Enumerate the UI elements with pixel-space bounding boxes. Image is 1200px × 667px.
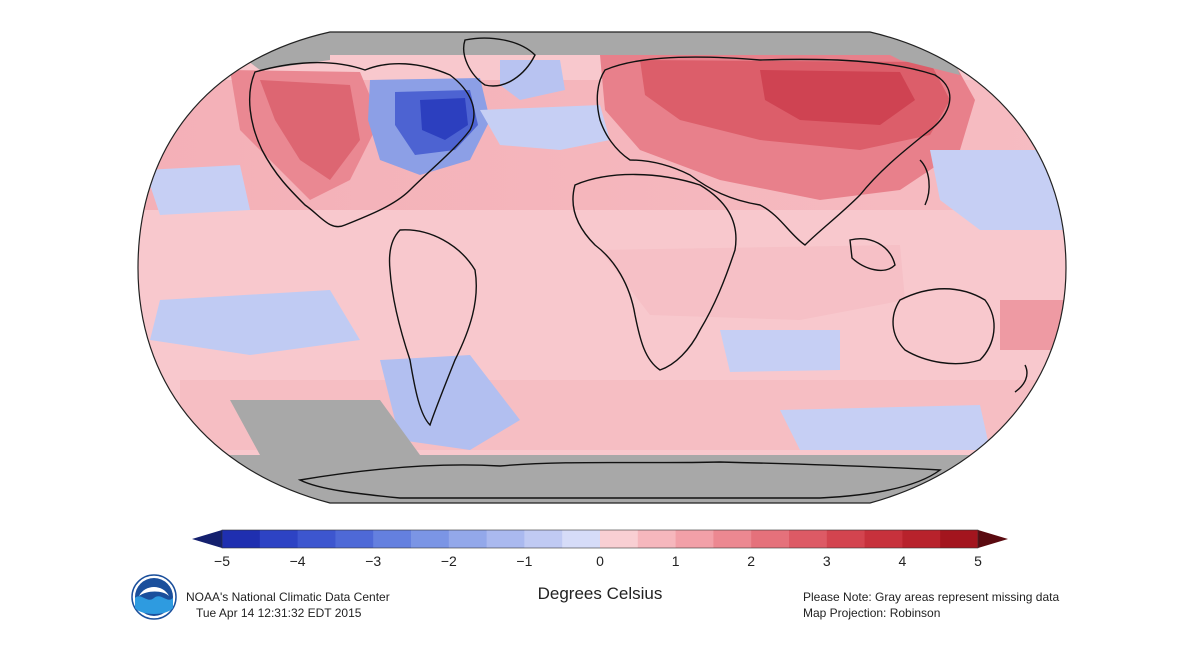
missing-data-note: Please Note: Gray areas represent missin… — [803, 590, 1060, 604]
colorbar-tick-label: 4 — [899, 553, 907, 569]
africa-outline — [572, 173, 737, 371]
map-notes: Please Note: Gray areas represent missin… — [803, 589, 1059, 621]
colorbar-ticks: −5 −4 −3 −2 −1 0 1 2 3 4 5 — [214, 553, 982, 569]
colorbar-tick-label: −2 — [441, 553, 457, 569]
colorbar-cell — [222, 530, 261, 548]
coastlines — [248, 37, 1028, 499]
units-label: Degrees Celsius — [537, 584, 663, 603]
colorbar-tick-label: −4 — [290, 553, 306, 569]
australia-outline — [892, 288, 995, 365]
colorbar-cell — [789, 530, 828, 548]
colorbar-cell — [373, 530, 412, 548]
new-zealand-outline — [1014, 364, 1028, 393]
north-atlantic-cool-patch — [480, 105, 610, 150]
credit-timestamp: Tue Apr 14 12:31:32 EDT 2015 — [196, 606, 362, 620]
colorbar-cell — [524, 530, 563, 548]
greenland-outline — [463, 37, 536, 87]
indian-ocean-cool-patch — [720, 330, 840, 372]
western-na-warm-core — [260, 80, 360, 180]
colorbar-cell — [940, 530, 979, 548]
temperature-anomaly-map — [137, 31, 1067, 504]
colorbar-outline — [221, 529, 979, 549]
colorbar-cell — [411, 530, 450, 548]
colorbar-cell — [902, 530, 941, 548]
colorbar-tick-label: −3 — [365, 553, 381, 569]
indian-ocean-warm — [600, 245, 905, 320]
projection-note: Map Projection: Robinson — [803, 606, 941, 620]
colorbar-cells — [222, 530, 979, 548]
north-america-outline — [248, 61, 475, 228]
colorbar-legend: −5 −4 −3 −2 −1 0 1 2 3 4 5 — [0, 520, 1200, 580]
eastern-na-cold-peak — [420, 98, 468, 140]
colorbar-cell — [448, 530, 488, 548]
colorbar-cell — [335, 530, 374, 548]
data-credit: NOAA's National Climatic Data Center Tue… — [186, 589, 390, 621]
colorbar-cell — [713, 530, 752, 548]
robinson-map-svg — [137, 31, 1067, 504]
map-border — [137, 31, 1067, 504]
colorbar-cell — [751, 530, 790, 548]
colorbar-cell — [486, 530, 525, 548]
colorbar-tick-label: 3 — [823, 553, 831, 569]
south-america-outline — [388, 229, 477, 427]
noaa-emblem-icon — [131, 574, 177, 620]
colorbar-tick-label: 5 — [974, 553, 982, 569]
colorbar-cell — [562, 530, 601, 548]
credit-organization: NOAA's National Climatic Data Center — [186, 590, 390, 604]
colorbar-cell — [864, 530, 903, 548]
map-field — [138, 32, 1066, 503]
colorbar-low-arrow — [192, 530, 222, 548]
noaa-logo — [131, 574, 177, 620]
colorbar-cell — [259, 530, 299, 548]
colorbar-svg: −5 −4 −3 −2 −1 0 1 2 3 4 5 — [192, 529, 1008, 569]
southeast-asia-outline — [849, 238, 896, 272]
southern-indian-cool-patch — [780, 405, 990, 450]
antarctica-outline — [297, 461, 942, 499]
colorbar-high-arrow — [978, 530, 1008, 548]
south-pacific-warm-patch — [1000, 300, 1066, 350]
colorbar-tick-label: −5 — [214, 553, 230, 569]
colorbar-cell — [600, 530, 639, 548]
south-pacific-cool-band — [150, 290, 360, 355]
colorbar-tick-label: 1 — [672, 553, 680, 569]
colorbar-cell — [826, 530, 866, 548]
colorbar-tick-label: −1 — [516, 553, 532, 569]
greenland-cool-patch — [500, 60, 565, 100]
eurasia-outline — [596, 56, 951, 246]
japan-outline — [919, 159, 930, 206]
colorbar-cell — [675, 530, 714, 548]
colorbar-tick-label: 2 — [747, 553, 755, 569]
south-atlantic-cool-patch — [380, 355, 520, 450]
arctic-missing-data — [138, 32, 1066, 55]
siberia-hot-core — [760, 70, 915, 125]
east-pacific-cool-patch — [145, 165, 250, 215]
southern-pacific-missing-data — [230, 400, 420, 455]
north-pacific-cool-patch — [930, 150, 1066, 230]
colorbar-tick-label: 0 — [596, 553, 604, 569]
colorbar-cell — [637, 530, 677, 548]
colorbar-cell — [297, 530, 336, 548]
